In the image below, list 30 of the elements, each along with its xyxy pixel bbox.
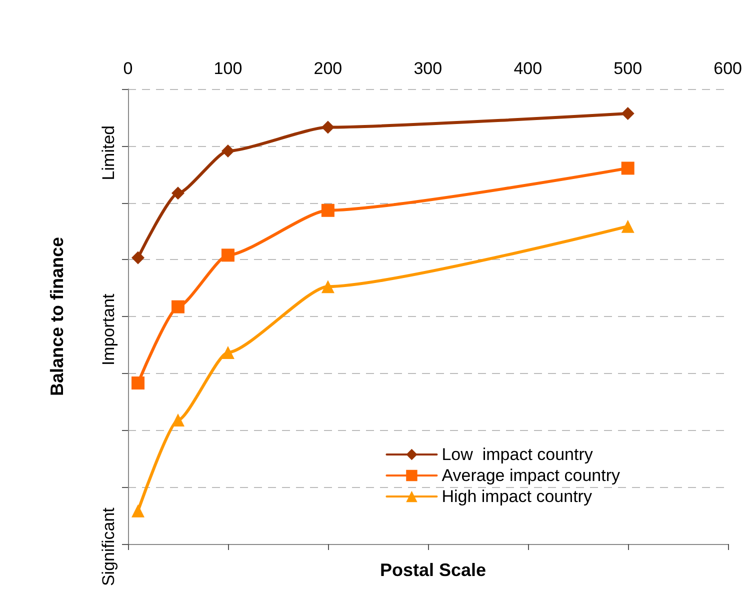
point [171, 414, 184, 427]
point [131, 376, 144, 390]
legend-label: Low impact country [442, 445, 594, 464]
x-tick-label: 300 [414, 59, 442, 78]
legend-label: High impact country [442, 487, 592, 506]
x-tick-label: 400 [514, 59, 542, 78]
x-tick-label: 100 [214, 59, 242, 78]
point [221, 346, 234, 359]
text: Important [99, 293, 118, 366]
x-axis-title: Postal Scale [380, 560, 486, 580]
point [621, 107, 634, 120]
point [321, 120, 334, 134]
x-tick-label: 200 [314, 59, 342, 78]
legend-label: Average impact country [442, 466, 620, 485]
x-tick-label: 600 [714, 59, 742, 78]
point [131, 504, 144, 518]
point [221, 248, 234, 262]
point [621, 162, 634, 175]
point [321, 204, 334, 217]
text: Limited [99, 125, 118, 180]
x-tick-label: 500 [614, 59, 642, 78]
point [131, 251, 144, 264]
point [621, 220, 634, 233]
point [321, 280, 334, 294]
x-tick-label: 0 [123, 59, 133, 78]
point [221, 144, 234, 158]
point [171, 186, 184, 200]
text: Significant [99, 507, 118, 586]
y-axis-title: Balance to finance [47, 236, 67, 396]
point [171, 300, 184, 314]
